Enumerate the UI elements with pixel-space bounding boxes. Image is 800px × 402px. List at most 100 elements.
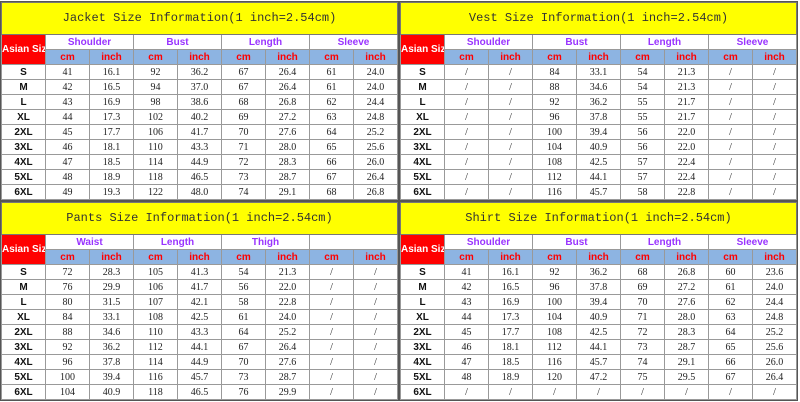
value-cell: 110 <box>133 324 178 340</box>
table-row: XL 44 17.3 102 40.2 69 27.2 63 24.8 <box>1 109 398 125</box>
value-cell: / <box>708 184 753 200</box>
value-cell: 18.1 <box>89 139 134 155</box>
group-header-row: Asian SizeShoulderBustLengthSleeve <box>400 34 797 65</box>
value-cell: 122 <box>133 184 178 200</box>
value-cell: 36.2 <box>576 94 621 110</box>
value-cell: 58 <box>221 294 266 310</box>
value-cell: 25.6 <box>752 339 797 355</box>
value-cell: / <box>708 384 753 400</box>
value-cell: 43 <box>444 294 489 310</box>
value-cell: 16.1 <box>89 64 134 80</box>
size-label: 3XL <box>1 339 46 355</box>
value-cell: 22.4 <box>664 169 709 185</box>
value-cell: 33.1 <box>89 309 134 325</box>
value-cell: 94 <box>133 79 178 95</box>
value-cell: 42.1 <box>177 294 222 310</box>
value-cell: 64 <box>309 124 354 140</box>
value-cell: 107 <box>133 294 178 310</box>
measurement-header: Bust <box>532 234 621 250</box>
value-cell: / <box>708 79 753 95</box>
value-cell: 61 <box>309 64 354 80</box>
value-cell: / <box>708 169 753 185</box>
value-cell: 40.9 <box>576 309 621 325</box>
measurement-header: Shoulder <box>444 34 533 50</box>
group-header-row: Asian SizeWaistLengthThigh <box>1 234 398 265</box>
value-cell: / <box>309 369 354 385</box>
table-row: L //92 36.2 55 21.7// <box>400 94 797 110</box>
value-cell: 73 <box>620 339 665 355</box>
value-cell: 44 <box>45 109 90 125</box>
value-cell: 76 <box>45 279 90 295</box>
value-cell: 42.5 <box>576 324 621 340</box>
value-cell: 45 <box>444 324 489 340</box>
value-cell: 116 <box>532 354 577 370</box>
value-cell: 73 <box>221 169 266 185</box>
size-label: 3XL <box>400 139 445 155</box>
unit-header: inch <box>664 49 709 65</box>
value-cell: 40.9 <box>576 139 621 155</box>
value-cell: / <box>309 294 354 310</box>
value-cell: / <box>353 354 398 370</box>
value-cell: / <box>488 154 533 170</box>
size-label: 5XL <box>1 169 46 185</box>
size-label: L <box>400 294 445 310</box>
value-cell: 62 <box>309 94 354 110</box>
value-cell: 25.2 <box>353 124 398 140</box>
value-cell: 88 <box>45 324 90 340</box>
value-cell: / <box>353 264 398 280</box>
size-label: XL <box>1 109 46 125</box>
value-cell: 72 <box>221 154 266 170</box>
value-cell: 47 <box>45 154 90 170</box>
value-cell: / <box>444 184 489 200</box>
value-cell: 27.6 <box>265 124 310 140</box>
value-cell: / <box>309 339 354 355</box>
value-cell: 62 <box>708 294 753 310</box>
size-label: 2XL <box>1 124 46 140</box>
value-cell: 54 <box>620 64 665 80</box>
value-cell: / <box>488 184 533 200</box>
value-cell: 104 <box>45 384 90 400</box>
value-cell: 108 <box>133 309 178 325</box>
value-cell: 69 <box>221 109 266 125</box>
size-label: M <box>1 79 46 95</box>
value-cell: 61 <box>309 79 354 95</box>
value-cell: 114 <box>133 354 178 370</box>
value-cell: 41.7 <box>177 279 222 295</box>
value-cell: 24.0 <box>353 79 398 95</box>
unit-header: inch <box>353 249 398 265</box>
value-cell: / <box>752 139 797 155</box>
jacket-size-table: Jacket Size Information(1 inch=2.54cm) As… <box>0 1 399 201</box>
table-row: 5XL //112 44.1 57 22.4// <box>400 169 797 185</box>
value-cell: / <box>444 139 489 155</box>
size-label: 2XL <box>400 124 445 140</box>
table-row: S //84 33.1 54 21.3// <box>400 64 797 80</box>
unit-header-row: cm inch cm inch cm inch cm inch <box>2 49 398 65</box>
value-cell: / <box>444 384 489 400</box>
value-cell: 47.2 <box>576 369 621 385</box>
value-cell: 28.7 <box>664 339 709 355</box>
value-cell: 56 <box>221 279 266 295</box>
table-row: 2XL //100 39.4 56 22.0// <box>400 124 797 140</box>
title-row: Shirt Size Information(1 inch=2.54cm) <box>400 202 797 235</box>
value-cell: 24.0 <box>752 279 797 295</box>
value-cell: 16.9 <box>89 94 134 110</box>
table-row: 3XL 46 18.1 112 44.1 73 28.7 65 25.6 <box>400 339 797 355</box>
table-row: 5XL 100 39.4 116 45.7 73 28.7// <box>1 369 398 385</box>
value-cell: 46.5 <box>177 384 222 400</box>
value-cell: 24.0 <box>353 64 398 80</box>
value-cell: / <box>309 309 354 325</box>
value-cell: 114 <box>133 154 178 170</box>
value-cell: 46 <box>45 139 90 155</box>
size-label: 5XL <box>400 369 445 385</box>
value-cell: 18.9 <box>89 169 134 185</box>
value-cell: 71 <box>620 309 665 325</box>
value-cell: 34.6 <box>576 79 621 95</box>
value-cell: 28.7 <box>265 369 310 385</box>
value-cell: 37.8 <box>576 109 621 125</box>
table-row: L 43 16.9 100 39.4 70 27.6 62 24.4 <box>400 294 797 310</box>
value-cell: 27.6 <box>265 354 310 370</box>
value-cell: / <box>708 64 753 80</box>
value-cell: 112 <box>133 339 178 355</box>
value-cell: 68 <box>309 184 354 200</box>
value-cell: 27.2 <box>265 109 310 125</box>
